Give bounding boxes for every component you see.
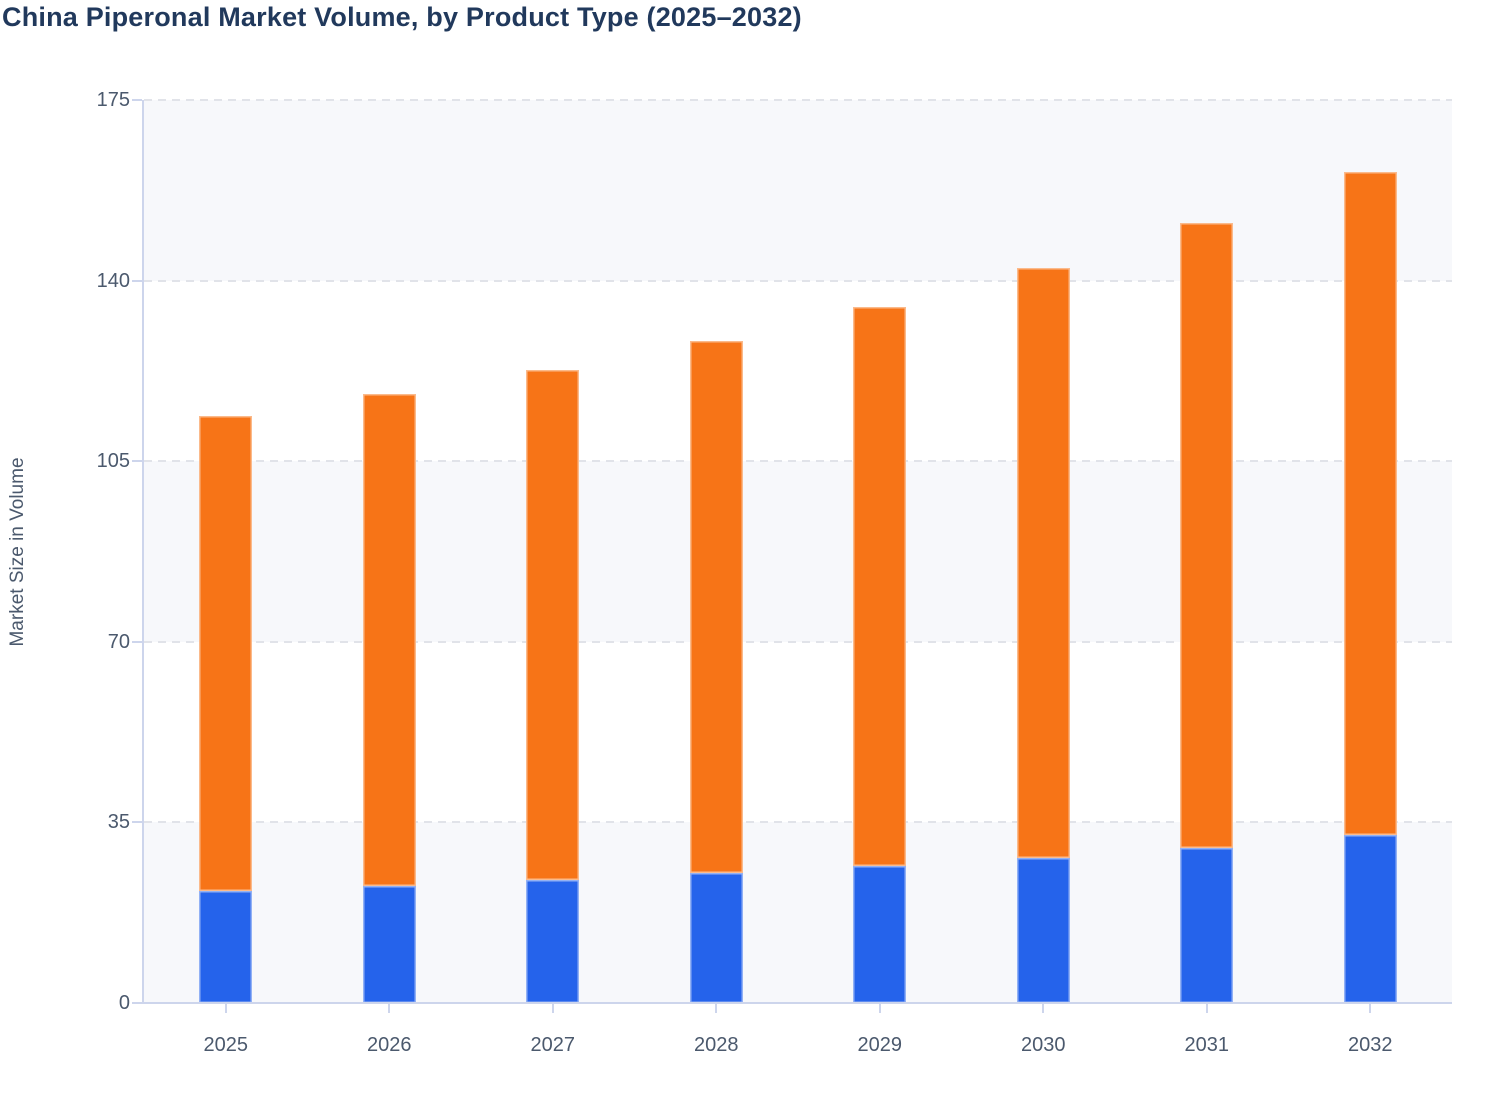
bar-2025-blue-segment — [199, 891, 253, 1003]
y-tick-mark-35 — [132, 821, 142, 824]
x-tick-label-2026: 2026 — [367, 1034, 412, 1056]
x-tick-mark-2025 — [224, 1003, 227, 1013]
x-tick-label-2027: 2027 — [530, 1034, 576, 1056]
x-axis-line — [133, 1002, 1452, 1004]
y-tick-label-140: 140 — [96, 269, 130, 292]
grid-band-70-105 — [144, 461, 1452, 642]
grid-band-140-175 — [144, 100, 1452, 281]
bar-2032-orange-segment — [1343, 171, 1397, 836]
bar-2029-orange-segment — [853, 306, 907, 867]
x-tick-label-2031: 2031 — [1184, 1034, 1230, 1056]
gridline-105 — [144, 460, 1452, 463]
x-tick-label-2030: 2030 — [1021, 1034, 1066, 1056]
chart-title: China Piperonal Market Volume, by Produc… — [2, 2, 802, 32]
y-tick-label-70: 70 — [107, 630, 130, 653]
bar-2031-orange-segment — [1180, 222, 1234, 849]
y-axis-title: Market Size in Volume — [7, 457, 28, 647]
x-tick-label-2029: 2029 — [857, 1034, 903, 1056]
x-tick-label-2025: 2025 — [203, 1034, 249, 1056]
gridline-140 — [144, 279, 1452, 282]
y-tick-mark-70 — [132, 640, 142, 643]
x-tick-mark-2029 — [878, 1003, 881, 1013]
y-tick-mark-140 — [132, 279, 142, 282]
bar-2029-blue-segment — [853, 866, 907, 1003]
x-tick-label-2028: 2028 — [694, 1034, 739, 1056]
y-tick-mark-105 — [132, 460, 142, 463]
x-tick-mark-2028 — [715, 1003, 718, 1013]
y-tick-label-175: 175 — [96, 89, 130, 111]
x-tick-mark-2031 — [1205, 1003, 1208, 1013]
plot-area — [132, 99, 1452, 1013]
x-tick-label-2032: 2032 — [1348, 1034, 1393, 1056]
bar-2032-blue-segment — [1343, 835, 1397, 1003]
bar-2030-orange-segment — [1016, 267, 1070, 858]
bar-2027-blue-segment — [526, 880, 580, 1003]
gridline-35 — [144, 821, 1452, 824]
gridline-175 — [144, 99, 1452, 101]
bar-2028-orange-segment — [689, 341, 743, 873]
bar-2027-orange-segment — [526, 369, 580, 881]
bar-2026-blue-segment — [362, 886, 416, 1003]
bar-2028-blue-segment — [689, 872, 743, 1003]
y-tick-mark-175 — [132, 99, 142, 101]
x-tick-mark-2027 — [551, 1003, 554, 1013]
y-tick-label-35: 35 — [107, 811, 130, 834]
grid-band-0-35 — [144, 822, 1452, 1003]
y-tick-label-105: 105 — [96, 450, 130, 473]
gridline-70 — [144, 640, 1452, 643]
x-tick-mark-2030 — [1042, 1003, 1045, 1013]
y-axis-line — [142, 100, 144, 1003]
y-tick-label-0: 0 — [118, 992, 130, 1014]
x-tick-mark-2032 — [1369, 1003, 1372, 1013]
bar-2026-orange-segment — [362, 393, 416, 887]
x-tick-mark-2026 — [388, 1003, 391, 1013]
bar-2031-blue-segment — [1180, 848, 1234, 1003]
bar-2030-blue-segment — [1016, 858, 1070, 1003]
bar-2025-orange-segment — [199, 415, 253, 892]
